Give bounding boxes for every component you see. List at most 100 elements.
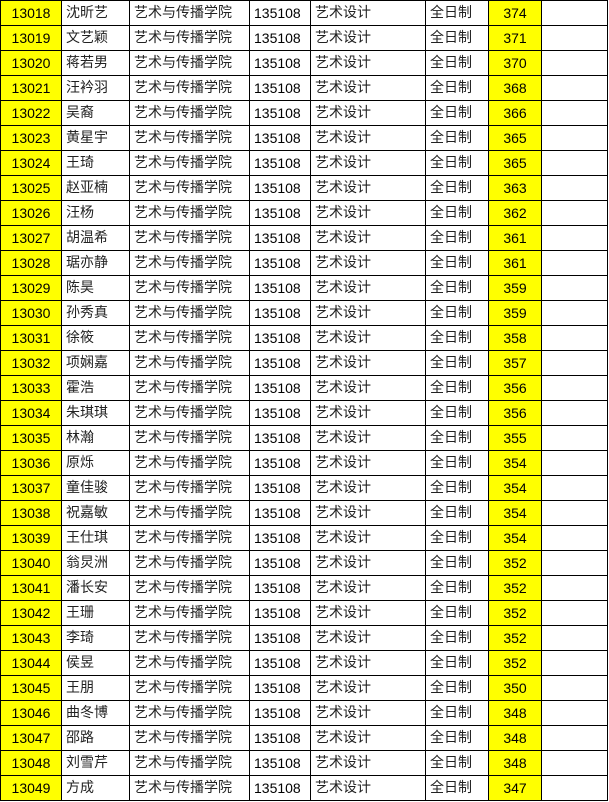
college-cell: 艺术与传播学院 [129,450,250,476]
major-cell: 艺术设计 [310,125,426,151]
table-row: 13018 沈昕艺 艺术与传播学院 135108 艺术设计 全日制 374 [0,0,608,26]
name-cell: 汪杨 [61,200,130,226]
table-row: 13049 方成 艺术与传播学院 135108 艺术设计 全日制 347 [0,775,608,801]
major-cell: 艺术设计 [310,50,426,76]
table-row: 13035 林瀚 艺术与传播学院 135108 艺术设计 全日制 355 [0,425,608,451]
college-cell: 艺术与传播学院 [129,350,250,376]
empty-cell [541,325,608,351]
score-cell: 371 [488,25,542,51]
major-code-cell: 135108 [249,750,311,776]
name-cell: 曲冬博 [61,700,130,726]
empty-cell [541,475,608,501]
score-cell: 348 [488,700,542,726]
study-mode-cell: 全日制 [425,25,489,51]
score-cell: 370 [488,50,542,76]
major-code-cell: 135108 [249,650,311,676]
candidate-id-cell: 13038 [0,500,62,526]
table-row: 13042 王珊 艺术与传播学院 135108 艺术设计 全日制 352 [0,600,608,626]
table-row: 13023 黄星宇 艺术与传播学院 135108 艺术设计 全日制 365 [0,125,608,151]
empty-cell [541,150,608,176]
college-cell: 艺术与传播学院 [129,725,250,751]
major-cell: 艺术设计 [310,250,426,276]
study-mode-cell: 全日制 [425,0,489,26]
college-cell: 艺术与传播学院 [129,325,250,351]
score-cell: 352 [488,575,542,601]
score-cell: 365 [488,125,542,151]
college-cell: 艺术与传播学院 [129,750,250,776]
name-cell: 沈昕艺 [61,0,130,26]
major-cell: 艺术设计 [310,725,426,751]
score-cell: 347 [488,775,542,801]
college-cell: 艺术与传播学院 [129,400,250,426]
score-cell: 362 [488,200,542,226]
major-cell: 艺术设计 [310,750,426,776]
major-cell: 艺术设计 [310,525,426,551]
empty-cell [541,575,608,601]
score-cell: 356 [488,375,542,401]
table-row: 13034 朱琪琪 艺术与传播学院 135108 艺术设计 全日制 356 [0,400,608,426]
study-mode-cell: 全日制 [425,375,489,401]
major-code-cell: 135108 [249,150,311,176]
candidate-id-cell: 13024 [0,150,62,176]
table-row: 13022 吴裔 艺术与传播学院 135108 艺术设计 全日制 366 [0,100,608,126]
major-cell: 艺术设计 [310,675,426,701]
study-mode-cell: 全日制 [425,325,489,351]
name-cell: 朱琪琪 [61,400,130,426]
name-cell: 李琦 [61,625,130,651]
table-row: 13045 王朋 艺术与传播学院 135108 艺术设计 全日制 350 [0,675,608,701]
score-cell: 352 [488,625,542,651]
major-cell: 艺术设计 [310,100,426,126]
study-mode-cell: 全日制 [425,450,489,476]
empty-cell [541,225,608,251]
candidate-id-cell: 13018 [0,0,62,26]
empty-cell [541,375,608,401]
candidate-id-cell: 13026 [0,200,62,226]
name-cell: 胡温希 [61,225,130,251]
score-cell: 365 [488,150,542,176]
major-cell: 艺术设计 [310,0,426,26]
table-row: 13030 孙秀真 艺术与传播学院 135108 艺术设计 全日制 359 [0,300,608,326]
empty-cell [541,0,608,26]
empty-cell [541,75,608,101]
score-cell: 352 [488,650,542,676]
empty-cell [541,350,608,376]
score-cell: 352 [488,600,542,626]
name-cell: 文艺颖 [61,25,130,51]
college-cell: 艺术与传播学院 [129,375,250,401]
college-cell: 艺术与传播学院 [129,275,250,301]
candidate-id-cell: 13043 [0,625,62,651]
table-row: 13021 汪衿羽 艺术与传播学院 135108 艺术设计 全日制 368 [0,75,608,101]
major-code-cell: 135108 [249,775,311,801]
table-row: 13031 徐筱 艺术与传播学院 135108 艺术设计 全日制 358 [0,325,608,351]
name-cell: 王珊 [61,600,130,626]
major-code-cell: 135108 [249,75,311,101]
college-cell: 艺术与传播学院 [129,425,250,451]
major-code-cell: 135108 [249,325,311,351]
college-cell: 艺术与传播学院 [129,475,250,501]
candidate-id-cell: 13042 [0,600,62,626]
major-code-cell: 135108 [249,450,311,476]
table-row: 13046 曲冬博 艺术与传播学院 135108 艺术设计 全日制 348 [0,700,608,726]
study-mode-cell: 全日制 [425,75,489,101]
candidate-id-cell: 13034 [0,400,62,426]
major-code-cell: 135108 [249,350,311,376]
study-mode-cell: 全日制 [425,300,489,326]
empty-cell [541,700,608,726]
score-cell: 354 [488,450,542,476]
major-cell: 艺术设计 [310,600,426,626]
study-mode-cell: 全日制 [425,750,489,776]
candidate-id-cell: 13021 [0,75,62,101]
empty-cell [541,450,608,476]
table-row: 13040 翁炅洲 艺术与传播学院 135108 艺术设计 全日制 352 [0,550,608,576]
name-cell: 林瀚 [61,425,130,451]
study-mode-cell: 全日制 [425,575,489,601]
college-cell: 艺术与传播学院 [129,50,250,76]
major-code-cell: 135108 [249,375,311,401]
study-mode-cell: 全日制 [425,225,489,251]
empty-cell [541,650,608,676]
major-code-cell: 135108 [249,500,311,526]
major-code-cell: 135108 [249,300,311,326]
study-mode-cell: 全日制 [425,350,489,376]
